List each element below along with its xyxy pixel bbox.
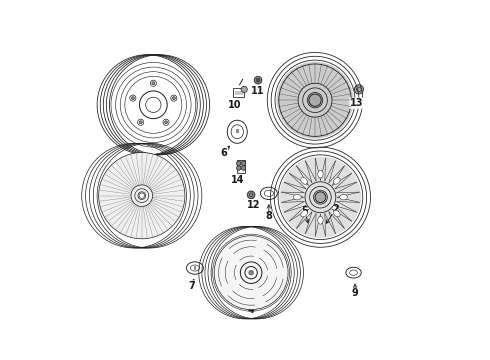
Ellipse shape xyxy=(301,210,307,217)
Circle shape xyxy=(138,119,144,125)
Text: 6: 6 xyxy=(221,148,227,158)
Circle shape xyxy=(165,121,168,124)
Text: 13: 13 xyxy=(350,98,364,108)
Circle shape xyxy=(247,191,255,199)
Circle shape xyxy=(256,78,260,82)
Text: II: II xyxy=(194,266,196,270)
Circle shape xyxy=(249,270,253,275)
Circle shape xyxy=(241,161,245,166)
Circle shape xyxy=(237,161,241,166)
Bar xyxy=(237,160,245,172)
Text: 14: 14 xyxy=(231,175,245,185)
Circle shape xyxy=(130,95,136,101)
Circle shape xyxy=(109,61,197,149)
Text: 12: 12 xyxy=(246,200,260,210)
Circle shape xyxy=(241,86,247,93)
Circle shape xyxy=(315,192,326,203)
Text: 7: 7 xyxy=(189,281,195,291)
Circle shape xyxy=(139,121,142,124)
Circle shape xyxy=(354,85,364,94)
Ellipse shape xyxy=(301,177,307,184)
Ellipse shape xyxy=(333,210,340,217)
Circle shape xyxy=(139,193,145,198)
Circle shape xyxy=(214,236,288,310)
Ellipse shape xyxy=(318,170,323,178)
Text: 2: 2 xyxy=(332,204,339,214)
Circle shape xyxy=(245,266,257,279)
Ellipse shape xyxy=(318,216,323,224)
Circle shape xyxy=(98,153,185,239)
Ellipse shape xyxy=(186,262,203,274)
Text: 1: 1 xyxy=(173,200,180,210)
Ellipse shape xyxy=(227,120,247,143)
Circle shape xyxy=(309,94,321,106)
Ellipse shape xyxy=(340,194,347,200)
Circle shape xyxy=(131,96,134,100)
Circle shape xyxy=(254,76,262,84)
Circle shape xyxy=(150,80,156,86)
Circle shape xyxy=(163,119,169,125)
Text: 3: 3 xyxy=(127,204,134,214)
Circle shape xyxy=(152,82,155,85)
Circle shape xyxy=(172,96,175,100)
Circle shape xyxy=(276,62,353,139)
Circle shape xyxy=(171,95,177,101)
Circle shape xyxy=(241,166,245,170)
Text: 5: 5 xyxy=(302,206,308,216)
Circle shape xyxy=(96,149,188,242)
Circle shape xyxy=(237,166,241,170)
Ellipse shape xyxy=(333,177,340,184)
Circle shape xyxy=(280,156,361,238)
Text: 4: 4 xyxy=(248,305,254,315)
Text: 8: 8 xyxy=(266,211,272,221)
Ellipse shape xyxy=(294,194,301,200)
Ellipse shape xyxy=(260,187,277,199)
Text: 9: 9 xyxy=(352,288,359,298)
Text: 10: 10 xyxy=(228,100,242,110)
FancyBboxPatch shape xyxy=(233,88,244,97)
Circle shape xyxy=(211,233,291,313)
Ellipse shape xyxy=(346,267,361,278)
Text: 11: 11 xyxy=(251,86,265,96)
Text: II: II xyxy=(235,129,239,134)
